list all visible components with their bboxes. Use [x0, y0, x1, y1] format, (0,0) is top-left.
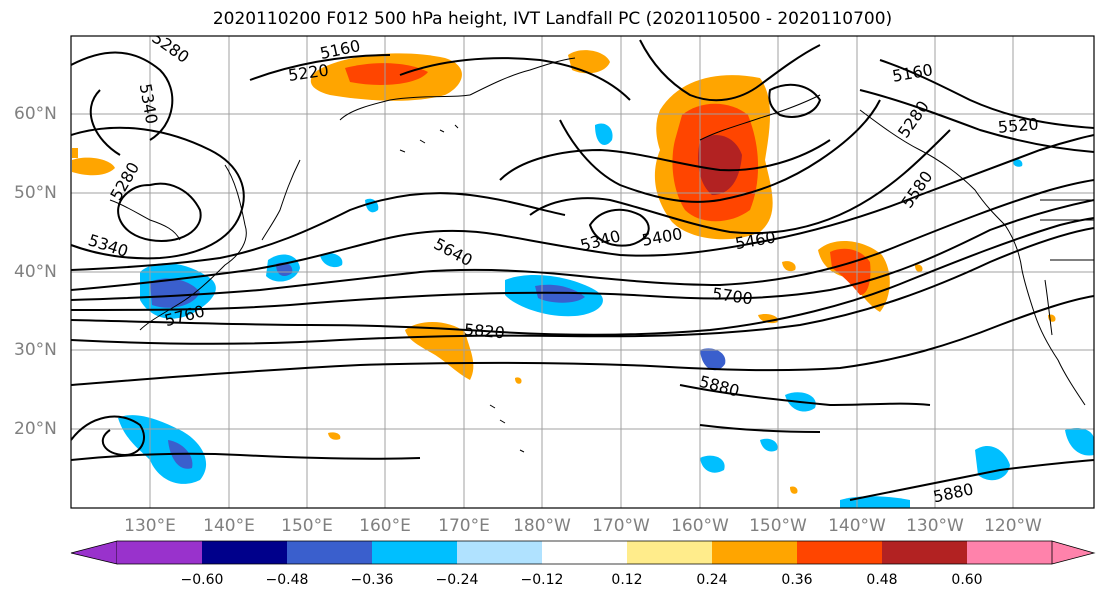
lon-label: 150°E: [281, 516, 333, 536]
lon-label: 120°W: [984, 516, 1042, 536]
contour-label: 5280: [148, 28, 192, 67]
contour-label: 5340: [578, 226, 622, 255]
map-title: 2020110200 F012 500 hPa height, IVT Land…: [212, 9, 893, 29]
contour-label: 5340: [86, 230, 131, 261]
contour-label: 5400: [640, 224, 683, 250]
graticule: [71, 36, 1094, 508]
colorbar-tick-label: −0.24: [435, 572, 479, 588]
map-frame: [70, 35, 1095, 509]
contour-label: 5520: [997, 114, 1039, 136]
colorbar-tick-label: 0.48: [866, 572, 898, 588]
height-contours: [71, 39, 1094, 501]
coastlines: [109, 57, 1094, 453]
colorbar-tick-label: 0.36: [781, 572, 813, 588]
lon-label: 170°W: [592, 516, 650, 536]
colorbar-tick-label: 0.60: [951, 572, 983, 588]
lon-label: 140°W: [828, 516, 886, 536]
colorbar-tick-label: 0.24: [696, 572, 728, 588]
lat-label: 30°N: [14, 340, 57, 360]
contour-label: 5700: [711, 284, 754, 308]
contour-label: 5160: [891, 60, 934, 86]
colorbar-tick-label: −0.36: [350, 572, 394, 588]
lon-label: 180°W: [513, 516, 571, 536]
colorbar-tick-label: −0.48: [265, 572, 309, 588]
lat-label: 40°N: [14, 262, 57, 282]
contour-label: 5340: [136, 82, 162, 125]
colorbar: [70, 540, 1096, 565]
contour-label: 5640: [431, 234, 476, 270]
colorbar-tick-label: −0.12: [520, 572, 564, 588]
lon-label: 140°E: [203, 516, 255, 536]
colorbar-tick-label: 0.12: [611, 572, 643, 588]
lon-label: 150°W: [749, 516, 807, 536]
lon-label: 130°E: [124, 516, 176, 536]
lon-label: 160°W: [671, 516, 729, 536]
ivt-shading: [72, 50, 1094, 508]
contour-label: 5820: [463, 320, 505, 342]
contour-label: 5880: [697, 372, 741, 401]
lat-label: 50°N: [14, 183, 57, 203]
lat-label: 60°N: [14, 104, 57, 124]
contour-label: 5280: [894, 97, 933, 141]
lon-label: 170°E: [438, 516, 490, 536]
colorbar-tick-label: −0.60: [180, 572, 224, 588]
lat-label: 20°N: [14, 419, 57, 439]
lon-label: 130°W: [906, 516, 964, 536]
lon-label: 160°E: [359, 516, 411, 536]
